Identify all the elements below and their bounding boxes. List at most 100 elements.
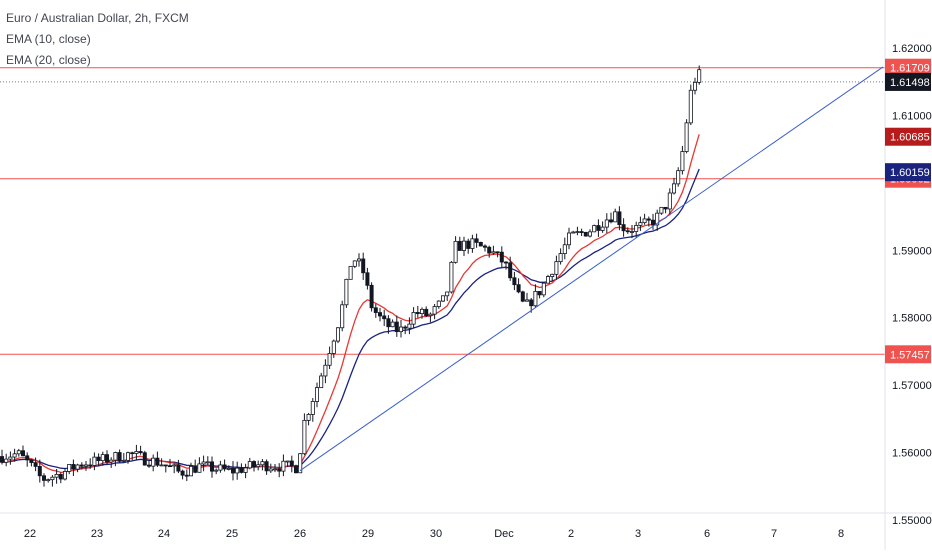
candle[interactable] xyxy=(344,278,349,306)
candle[interactable] xyxy=(142,452,147,466)
candle[interactable] xyxy=(58,473,63,480)
candle[interactable] xyxy=(638,222,643,226)
candle[interactable] xyxy=(365,272,370,286)
candle[interactable] xyxy=(100,454,105,462)
candle[interactable] xyxy=(138,451,143,454)
candle[interactable] xyxy=(693,81,698,91)
candle[interactable] xyxy=(453,240,458,263)
candle[interactable] xyxy=(348,265,353,280)
candle[interactable] xyxy=(180,470,185,476)
candle[interactable] xyxy=(684,122,689,152)
candle[interactable] xyxy=(697,69,702,83)
candle[interactable] xyxy=(428,313,433,317)
candle[interactable] xyxy=(575,231,580,233)
candle[interactable] xyxy=(272,468,277,471)
candle[interactable] xyxy=(482,245,487,248)
ema-10-line[interactable] xyxy=(1,134,700,474)
candle[interactable] xyxy=(25,455,30,461)
candle[interactable] xyxy=(71,464,76,470)
candle[interactable] xyxy=(373,307,378,313)
candle[interactable] xyxy=(352,260,357,267)
candle[interactable] xyxy=(88,464,93,467)
candle[interactable] xyxy=(546,276,551,284)
candle[interactable] xyxy=(155,457,160,466)
chart-title[interactable]: Euro / Australian Dollar, 2h, FXCM xyxy=(6,11,189,25)
candle[interactable] xyxy=(172,464,177,467)
candle[interactable] xyxy=(651,219,656,226)
candle[interactable] xyxy=(554,261,559,275)
candle[interactable] xyxy=(487,246,492,254)
candle[interactable] xyxy=(386,318,391,328)
candle[interactable] xyxy=(411,312,416,325)
candle[interactable] xyxy=(390,321,395,328)
candle[interactable] xyxy=(508,262,513,279)
candle[interactable] xyxy=(230,468,235,474)
candle[interactable] xyxy=(613,211,618,223)
candle[interactable] xyxy=(445,291,450,297)
candle[interactable] xyxy=(293,465,298,474)
candle[interactable] xyxy=(680,151,685,172)
candle[interactable] xyxy=(377,312,382,317)
candle[interactable] xyxy=(319,375,324,389)
candle[interactable] xyxy=(621,224,626,232)
candle[interactable] xyxy=(558,253,563,263)
candle[interactable] xyxy=(474,238,479,243)
candle[interactable] xyxy=(440,295,445,302)
candle[interactable] xyxy=(457,240,462,251)
candle[interactable] xyxy=(630,231,635,233)
candle[interactable] xyxy=(466,240,471,249)
candle[interactable] xyxy=(369,284,374,309)
candle[interactable] xyxy=(46,479,51,482)
price-axis[interactable]: 1.55000 1.56000 1.57000 1.58000 1.59000 1.610… xyxy=(884,0,932,550)
candle[interactable] xyxy=(609,219,614,223)
candle[interactable] xyxy=(67,464,72,472)
candle[interactable] xyxy=(16,450,21,455)
candle[interactable] xyxy=(398,326,403,333)
candle[interactable] xyxy=(495,251,500,254)
candle[interactable] xyxy=(113,452,118,461)
candle[interactable] xyxy=(281,460,286,472)
candle[interactable] xyxy=(533,291,538,307)
candle[interactable] xyxy=(243,467,248,473)
candle[interactable] xyxy=(63,471,68,480)
candle[interactable] xyxy=(146,464,151,467)
candle[interactable] xyxy=(583,231,588,237)
candle[interactable] xyxy=(436,300,441,307)
candle[interactable] xyxy=(264,461,269,472)
candle[interactable] xyxy=(163,464,168,467)
candle[interactable] xyxy=(676,170,681,185)
candle[interactable] xyxy=(642,218,647,224)
hline-price-label[interactable]: 1.57457 xyxy=(890,349,930,361)
candle[interactable] xyxy=(663,206,668,210)
candle[interactable] xyxy=(298,453,303,474)
candle[interactable] xyxy=(550,273,555,277)
candle[interactable] xyxy=(382,315,387,320)
candle[interactable] xyxy=(197,463,202,473)
candle[interactable] xyxy=(33,462,38,467)
candle[interactable] xyxy=(491,251,496,254)
candle[interactable] xyxy=(50,476,55,481)
candle[interactable] xyxy=(176,464,181,472)
legend-ema-20[interactable]: EMA (20, close) xyxy=(6,53,91,67)
ema-20-line[interactable] xyxy=(1,168,700,470)
candle[interactable] xyxy=(184,474,189,477)
candle[interactable] xyxy=(0,456,4,463)
candle[interactable] xyxy=(394,321,399,333)
candle[interactable] xyxy=(659,206,664,214)
candle[interactable] xyxy=(461,240,466,251)
candle[interactable] xyxy=(84,464,89,467)
time-axis[interactable]: 22 23 24 25 26 29 30 Dec 2 3 6 7 8 xyxy=(0,512,932,540)
candle[interactable] xyxy=(188,466,193,477)
candle[interactable] xyxy=(260,461,265,466)
candle[interactable] xyxy=(424,308,429,317)
candle[interactable] xyxy=(634,224,639,232)
candle[interactable] xyxy=(516,284,521,293)
candle[interactable] xyxy=(361,258,366,274)
candle[interactable] xyxy=(306,414,311,421)
candle[interactable] xyxy=(592,225,597,233)
candle[interactable] xyxy=(218,464,223,471)
candle[interactable] xyxy=(525,299,530,302)
ema-price-label[interactable]: 1.60159 xyxy=(890,167,930,179)
candle[interactable] xyxy=(407,323,412,329)
candle[interactable] xyxy=(588,231,593,237)
